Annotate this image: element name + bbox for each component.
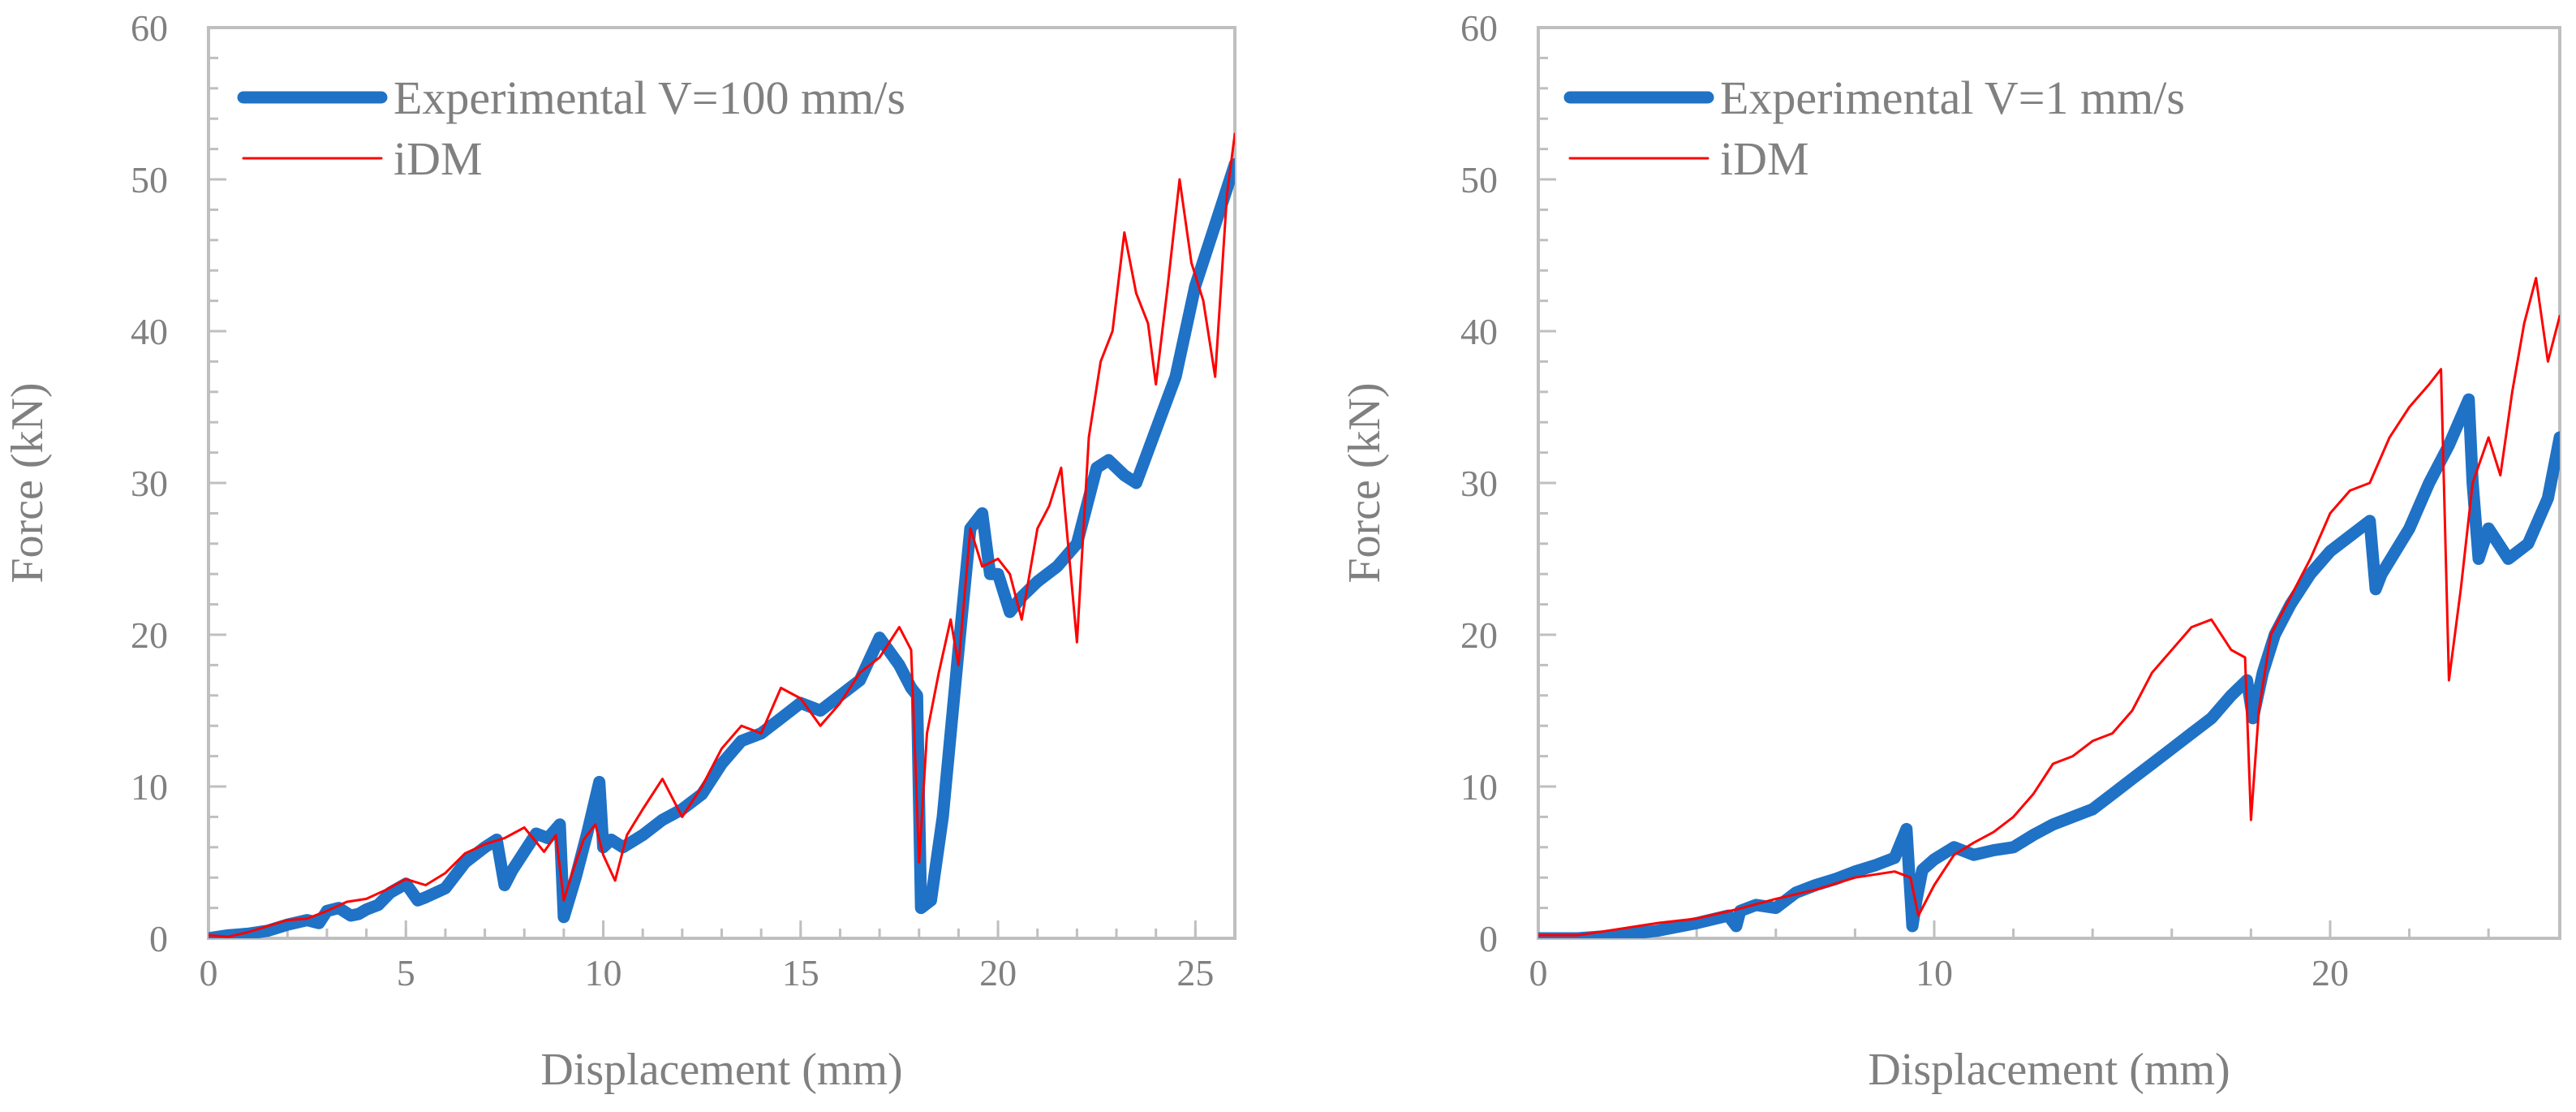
legend-label-experimental: Experimental V=100 mm/s [393, 71, 905, 124]
y-tick-label: 10 [131, 766, 168, 808]
legend-label-experimental: Experimental V=1 mm/s [1720, 71, 2185, 124]
x-axis-title: Displacement (mm) [540, 1045, 902, 1095]
y-tick-label: 40 [131, 311, 168, 352]
experimental-series-line [209, 157, 1235, 938]
y-tick-label: 20 [131, 614, 168, 656]
y-tick-label: 50 [131, 159, 168, 200]
x-tick-label: 0 [1529, 952, 1548, 993]
series-group [1538, 277, 2560, 938]
y-tick-label: 20 [1460, 614, 1498, 656]
chart-panel-left: 0 5 10 15 20 25 0 10 20 30 40 50 60 Displacement (mm)… [2, 7, 1236, 1095]
plot-frame [1537, 26, 2561, 940]
x-tick-label: 20 [2312, 952, 2349, 993]
x-tick-label: 10 [585, 952, 622, 993]
y-axis-title: Force (kN) [1340, 382, 1390, 583]
legend-label-idm: iDM [393, 132, 483, 185]
x-tick-label: 10 [1916, 952, 1953, 993]
y-tick-label: 30 [1460, 463, 1498, 504]
y-tick-label: 60 [131, 7, 168, 49]
x-tick-label: 25 [1176, 952, 1214, 993]
y-tick-label: 30 [131, 463, 168, 504]
plot-frame [207, 26, 1236, 940]
x-tick-label: 15 [782, 952, 819, 993]
x-tick-label: 20 [979, 952, 1017, 993]
y-tick-label: 0 [149, 918, 168, 959]
y-tick-label: 0 [1479, 918, 1498, 959]
series-group [209, 132, 1235, 938]
legend-label-idm: iDM [1720, 132, 1809, 185]
y-tick-label: 50 [1460, 159, 1498, 200]
y-tick-label: 60 [1460, 7, 1498, 49]
y-tick-label: 40 [1460, 311, 1498, 352]
x-tick-label: 0 [200, 952, 218, 993]
idm-series-line [1538, 277, 2560, 937]
y-axis-title: Force (kN) [2, 382, 53, 583]
chart-panel-right: 0 10 20 0 10 20 30 40 50 60 Displacement (mm) Force… [1340, 7, 2561, 1095]
experimental-series-line [1538, 393, 2560, 938]
x-tick-label: 5 [397, 952, 415, 993]
y-tick-label: 10 [1460, 766, 1498, 808]
idm-series-line [209, 132, 1235, 938]
x-axis-title: Displacement (mm) [1868, 1045, 2230, 1095]
